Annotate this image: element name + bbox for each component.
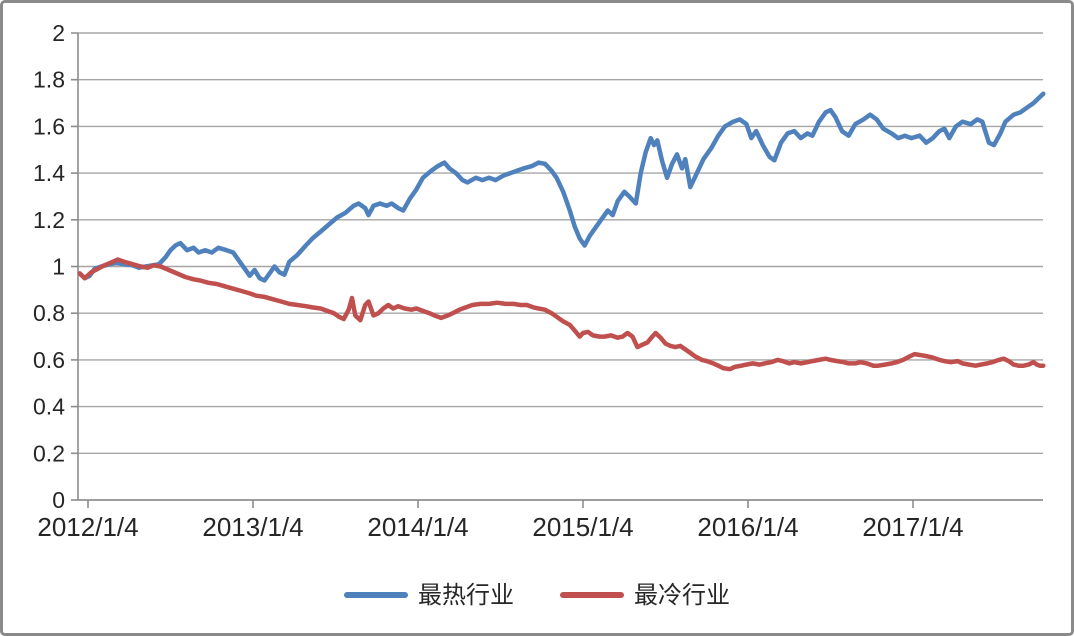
x-tick-label: 2013/1/4	[202, 512, 303, 542]
x-tick-label: 2012/1/4	[37, 512, 138, 542]
y-tick-label: 1.8	[33, 67, 65, 93]
y-tick-label: 0.8	[33, 300, 65, 326]
x-tick-label: 2017/1/4	[862, 512, 963, 542]
hot-industry-line-sample-icon	[344, 592, 408, 598]
y-tick-label: 1.6	[33, 113, 65, 139]
y-tick-label: 0.2	[33, 440, 65, 466]
y-tick-label: 0	[52, 487, 65, 513]
y-tick-label: 0.6	[33, 347, 65, 373]
line-chart-canvas: 0 0.2 0.4 0.6 0.8 1 1.2 1.4 1.6 1.8 2 2012/1/4 2013/…	[33, 20, 1046, 542]
legend-label-cold-industry: 最冷行业	[634, 581, 730, 609]
y-tick-label: 1.4	[33, 160, 65, 186]
series-line-hot-industry	[77, 91, 1046, 283]
x-tick-label: 2016/1/4	[697, 512, 798, 542]
y-tick-label: 2	[52, 20, 65, 46]
legend-label-hot-industry: 最热行业	[418, 581, 514, 609]
y-tick-label: 0.4	[33, 394, 65, 420]
y-tick-label: 1	[52, 254, 65, 280]
legend: 最热行业 最冷行业	[3, 583, 1071, 607]
cold-industry-line-sample-icon	[560, 592, 624, 598]
y-tick-label: 1.2	[33, 207, 65, 233]
x-tick-label: 2014/1/4	[367, 512, 468, 542]
legend-item-cold-industry: 最冷行业	[560, 583, 730, 607]
legend-item-hot-industry: 最热行业	[344, 583, 514, 607]
series-line-cold-industry	[77, 257, 1046, 372]
x-tick-label: 2015/1/4	[532, 512, 633, 542]
